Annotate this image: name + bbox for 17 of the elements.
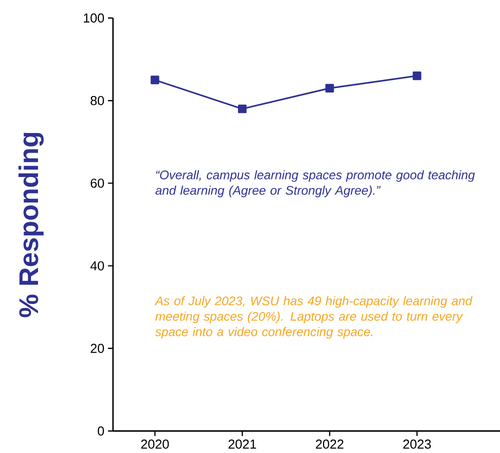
y-tick-label: 0 [98, 426, 104, 436]
y-axis-title: % Responding [18, 132, 44, 318]
y-tick-label: 40 [90, 261, 104, 270]
x-tick-label: 2023 [403, 440, 431, 449]
y-tick-label: 100 [84, 13, 104, 23]
y-tick-label: 20 [90, 344, 104, 353]
x-tick-label: 2022 [316, 440, 344, 449]
x-tick-label: 2020 [141, 440, 169, 449]
annotation: “Overall, campus learning spaces promote good teaching and learning (Agree or Strongly Agree).” [156, 170, 475, 198]
point [412, 72, 422, 80]
point [238, 104, 247, 114]
annotation: As of July 2023, WSU has 49 high-capacity learning and meeting spaces (20%). Laptops are used to turn every space into a video conferencing space. [154, 296, 473, 339]
point [150, 76, 160, 84]
x-tick-label: 2021 [228, 440, 256, 449]
y-tick-label: 60 [90, 178, 104, 188]
y-tick-label: 80 [90, 96, 104, 106]
point [325, 84, 334, 92]
